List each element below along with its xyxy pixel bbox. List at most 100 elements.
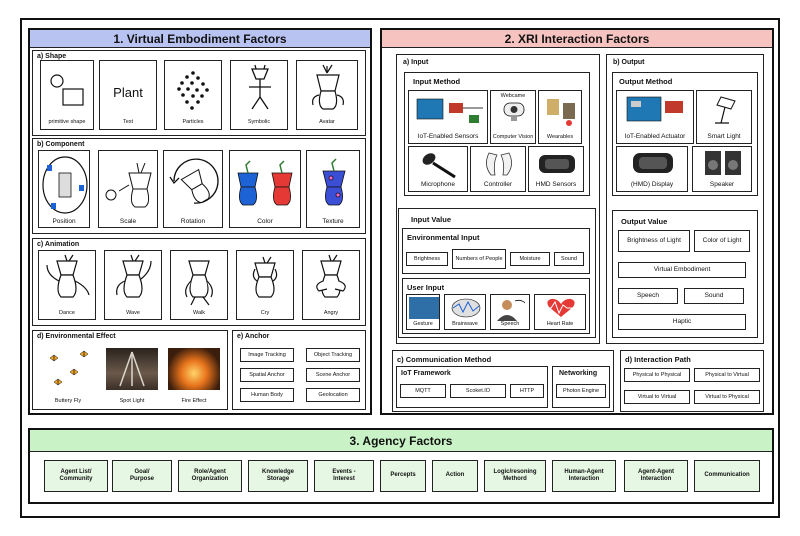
- input-value-title: Input Value: [411, 215, 452, 224]
- particles-icon: [177, 71, 209, 110]
- animation-card-cry: Cry: [236, 250, 294, 320]
- iot-framework-title: IoT Framework: [401, 370, 451, 377]
- output-value-speech: Speech: [618, 288, 678, 304]
- xri-header: 2. XRI Interaction Factors: [382, 30, 772, 48]
- shape-card-particles: Particles: [164, 60, 222, 130]
- component-card-color: Color: [229, 150, 301, 228]
- input-method-title: Input Method: [413, 77, 461, 86]
- agency-item-agent-agent: Agent-Agent Interaction: [624, 460, 688, 492]
- stick-figure-icon: [249, 64, 271, 110]
- speech-person-icon: [497, 299, 526, 321]
- env-input-brightness: Brightness: [406, 252, 448, 266]
- env-input-moisture: Moisture: [510, 252, 550, 266]
- primitive-shape-icon: [50, 74, 84, 106]
- iot-http: HTTP: [510, 384, 544, 398]
- agency-header: 3. Agency Factors: [30, 430, 772, 452]
- scale-icon: [105, 162, 152, 208]
- plant-text-sample: Plant: [113, 85, 143, 100]
- effect-caption-spotlight: Spot Light: [119, 398, 145, 404]
- gesture-image: [409, 297, 439, 319]
- output-value-title: Output Value: [621, 217, 668, 226]
- shape-title: a) Shape: [37, 53, 67, 60]
- animation-caption-angry: Angry: [323, 310, 339, 316]
- input-caption-iot-sensors: IoT-Enabled Sensors: [417, 133, 479, 140]
- shape-card-symbolic: Symbolic: [230, 60, 288, 130]
- butterfly-icon: [49, 350, 89, 386]
- agency-item-logic: Logic/resoning Methord: [484, 460, 546, 492]
- output-value-color: Color of Light: [694, 230, 750, 252]
- virtual-embodiment-panel: [28, 28, 372, 415]
- shape-caption-particles: Particles: [182, 119, 204, 125]
- path-virtual-to-physical: Virtual to Physical: [694, 390, 760, 404]
- component-caption-rotation: Rotation: [180, 218, 206, 225]
- user-input-title: User Input: [407, 283, 445, 292]
- input-card-hmd-sensors: HMD Sensors: [528, 146, 584, 192]
- output-caption-hmd-display: (HMD) Display: [630, 181, 674, 188]
- component-caption-position: Position: [52, 218, 76, 225]
- shape-card-primitive: primitive shape: [40, 60, 94, 130]
- effect-card-butterfly: Buttery Fly: [40, 346, 96, 406]
- shape-caption-avatar: Avatar: [319, 119, 335, 125]
- agency-item-role: Role/Agent Organization: [178, 460, 242, 492]
- user-input-gesture: Gesture: [406, 294, 440, 330]
- agency-item-goal: Goal/ Purpose: [112, 460, 172, 492]
- input-card-microphone: Microphone: [408, 146, 468, 192]
- input-card-controller: Controller: [470, 146, 526, 192]
- input-caption-hmd-sensors: HMD Sensors: [535, 181, 577, 188]
- output-value-virtual-embodiment: Virtual Embodiment: [618, 262, 746, 278]
- input-caption-computer-vision: Computer Vision: [492, 134, 534, 140]
- interaction-path-title: d) Interaction Path: [625, 355, 691, 364]
- wave-avatar-icon: [116, 254, 152, 298]
- agency-item-communication: Communication: [694, 460, 760, 492]
- input-caption-microphone: Microphone: [421, 181, 455, 188]
- microphone-icon: [422, 153, 456, 179]
- iot-socketio: Scoket.IO: [450, 384, 506, 398]
- shape-caption-primitive: primitive shape: [48, 119, 86, 125]
- networking-title: Networking: [559, 370, 598, 377]
- hmd-display-icon: [633, 153, 673, 173]
- effect-caption-fire: Fire Effect: [181, 398, 207, 404]
- user-input-heart-rate: Heart Rate: [534, 294, 586, 330]
- anchor-image-tracking: Image Tracking: [240, 348, 294, 362]
- component-caption-scale: Scale: [119, 218, 137, 225]
- agency-item-knowledge: Knowledge Storage: [248, 460, 308, 492]
- output-title: b) Output: [613, 59, 645, 66]
- smart-lamp-icon: [715, 96, 736, 124]
- animation-caption-cry: Cry: [260, 310, 270, 316]
- communication-title: c) Communication Method: [397, 355, 492, 364]
- output-value-sound: Sound: [684, 288, 744, 304]
- anchor-geolocation: Geolocation: [306, 388, 360, 402]
- output-card-actuator: IoT-Enabled Actuator: [616, 90, 694, 144]
- path-virtual-to-virtual: Virtual to Virtual: [624, 390, 690, 404]
- angry-avatar-icon: [316, 254, 346, 298]
- color-robots-icon: [237, 160, 293, 206]
- shape-caption-symbolic: Symbolic: [247, 119, 271, 125]
- avatar-icon: [312, 64, 344, 110]
- dance-avatar-icon: [46, 254, 90, 298]
- position-icon: [42, 156, 88, 214]
- cry-avatar-icon: [252, 256, 278, 298]
- component-title: b) Component: [37, 141, 85, 148]
- webcam-icon: [503, 102, 525, 121]
- shape-card-avatar: Avatar: [296, 60, 358, 130]
- animation-caption-wave: Wave: [126, 310, 140, 316]
- actuator-board-icon: [626, 96, 683, 122]
- input-title: a) Input: [403, 59, 429, 66]
- effect-card-fire: Fire Effect: [166, 346, 222, 406]
- animation-caption-walk: Walk: [192, 310, 206, 316]
- anchor-scene-anchor: Scene Anchor: [306, 368, 360, 382]
- path-physical-to-physical: Physical to Physical: [624, 368, 690, 382]
- wearables-icon: [547, 99, 575, 126]
- agency-item-percepts: Percepts: [380, 460, 426, 492]
- output-caption-speaker: Speaker: [709, 181, 735, 188]
- animation-card-wave: Wave: [104, 250, 162, 320]
- component-caption-color: Color: [257, 218, 273, 225]
- outer-frame: [20, 18, 780, 518]
- arduino-sensor-icon: [416, 98, 483, 123]
- agency-panel: [28, 428, 774, 504]
- agency-item-human-agent: Human-Agent Interaction: [552, 460, 616, 492]
- user-input-speech: Speech: [490, 294, 530, 330]
- user-input-brainwave: Brainwave: [444, 294, 486, 330]
- input-caption-controller: Controller: [483, 181, 513, 188]
- env-input-people: Numbers of People: [452, 249, 506, 269]
